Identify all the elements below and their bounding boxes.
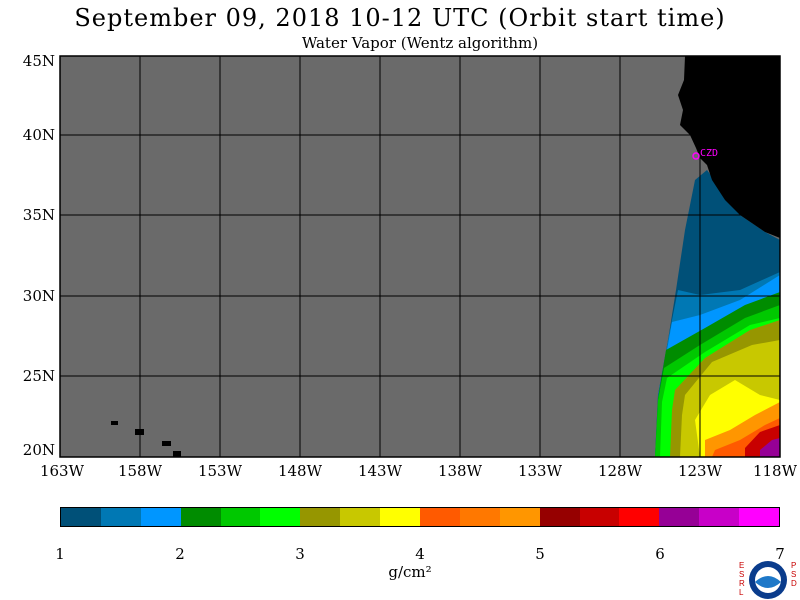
lat-label: 25N: [23, 367, 55, 385]
lon-label: 148W: [278, 462, 323, 480]
logo-letter: E: [739, 561, 744, 570]
colorbar-segment: [380, 508, 421, 526]
lat-label: 20N: [23, 441, 55, 459]
colorbar-tick-label: 6: [655, 545, 665, 563]
colorbar-tick-label: 4: [415, 545, 425, 563]
colorbar-segment: [659, 508, 700, 526]
colorbar-segment: [459, 508, 500, 526]
colorbar-segment: [220, 508, 261, 526]
colorbar-segment: [61, 508, 101, 526]
logo-letter: D: [791, 579, 797, 588]
chart-subtitle: Water Vapor (Wentz algorithm): [301, 34, 539, 52]
colorbar-units: g/cm²: [388, 563, 432, 581]
lon-label: 163W: [40, 462, 85, 480]
lon-label: 128W: [598, 462, 643, 480]
colorbar: [60, 507, 780, 527]
colorbar-tick-label: 3: [295, 545, 305, 563]
logo-letter: S: [739, 570, 744, 579]
colorbar-segment: [579, 508, 620, 526]
colorbar-segment: [539, 508, 580, 526]
lon-label: 118W: [753, 462, 798, 480]
colorbar-segment: [420, 508, 460, 526]
lon-label: 153W: [198, 462, 243, 480]
logo-text: NOAA: [761, 572, 776, 578]
lon-label: 123W: [678, 462, 723, 480]
logo-letter: R: [739, 579, 745, 588]
lon-label: 138W: [438, 462, 483, 480]
colorbar-segment: [260, 508, 301, 526]
lat-label: 40N: [23, 126, 55, 144]
lon-label: 158W: [118, 462, 163, 480]
logo-letter: L: [739, 588, 744, 597]
noaa-esrl-psd-logo: E S R L P S D NOAA: [739, 561, 797, 599]
water-vapor-field: [655, 170, 780, 457]
colorbar-tick-label: 7: [775, 545, 785, 563]
colorbar-tick-label: 5: [535, 545, 545, 563]
lat-label: 45N: [23, 52, 55, 70]
colorbar-segment: [739, 508, 780, 526]
wv-band-16: [760, 438, 780, 457]
graticule: [60, 56, 780, 457]
colorbar-segment: [300, 508, 341, 526]
colorbar-tick-label: 1: [55, 545, 65, 563]
lon-label: 143W: [358, 462, 403, 480]
colorbar-segment: [140, 508, 181, 526]
colorbar-segment: [699, 508, 740, 526]
colorbar-tick-label: 2: [175, 545, 185, 563]
logo-letter: P: [791, 561, 796, 570]
colorbar-segment: [499, 508, 540, 526]
chart-title: September 09, 2018 10-12 UTC (Orbit star…: [74, 4, 726, 32]
colorbar-segment: [180, 508, 221, 526]
station-marker: [692, 152, 700, 160]
north-america-land: [678, 56, 780, 238]
lat-label: 35N: [23, 206, 55, 224]
station-label: CZD: [700, 148, 718, 159]
colorbar-segment: [100, 508, 141, 526]
colorbar-segment: [619, 508, 660, 526]
logo-letter: S: [791, 570, 796, 579]
lat-label: 30N: [23, 287, 55, 305]
colorbar-segment: [340, 508, 381, 526]
map-frame: [59, 55, 781, 458]
lon-label: 133W: [518, 462, 563, 480]
